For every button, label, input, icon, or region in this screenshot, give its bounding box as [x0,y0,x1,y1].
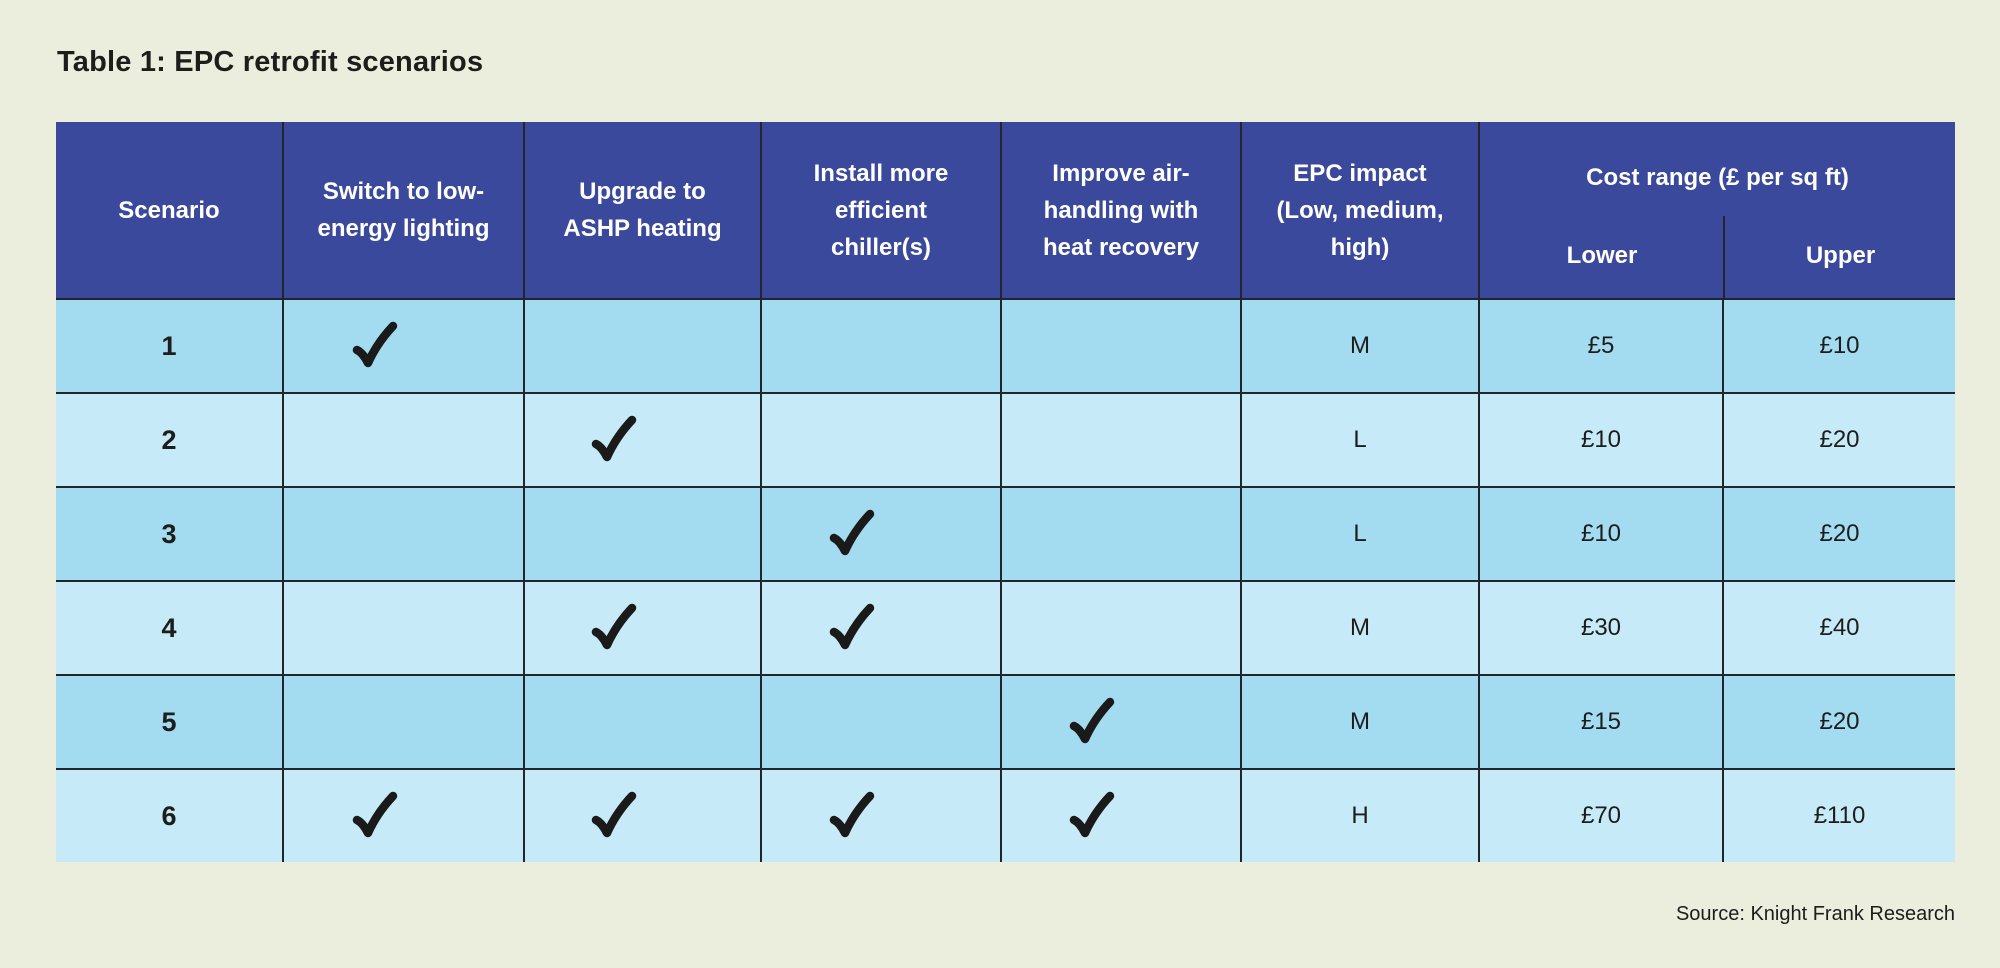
cell-scenario-number: 6 [161,800,177,831]
checkmark-icon [829,509,875,556]
cell-air-handling [1000,488,1240,580]
cell-ashp [523,300,760,392]
checkmark-icon [1069,697,1115,744]
header-cost-upper: Upper [1805,242,1876,269]
table-row: 6 H £70 £110 [56,768,1955,862]
cell-lighting [282,300,523,392]
table-header-row: Scenario Switch to low- energy lighting … [56,122,1955,298]
cell-epc-impact: L [1240,394,1478,486]
cell-scenario-number: 4 [161,612,177,643]
header-cost-range: Cost range (£ per sq ft) [1586,164,1849,191]
table-row: 4 M £30 £40 [56,580,1955,674]
cell-ashp [523,488,760,580]
header-scenario: Scenario [118,196,220,224]
cell-epc-impact: M [1240,300,1478,392]
source-attribution: Source: Knight Frank Research [1675,903,1955,925]
table-row: 2 L £10 £20 [56,392,1955,486]
header-chiller: Install more efficient chiller(s) [760,122,1000,298]
cell-epc-impact: L [1240,488,1478,580]
checkmark-icon [352,321,397,368]
cell-cost-lower: £10 [1478,488,1722,580]
cell-lighting [282,770,523,862]
cell-scenario-number: 2 [161,424,177,455]
cell-lighting [282,394,523,486]
cell-air-handling [1000,770,1240,862]
header-air-handling: Improve air- handling with heat recovery [1000,122,1240,298]
checkmark-icon [829,791,875,838]
cell-cost-upper: £20 [1722,488,1955,580]
cell-ashp [523,770,760,862]
epc-scenarios-table: Scenario Switch to low- energy lighting … [56,122,1955,862]
table-title: Table 1: EPC retrofit scenarios [57,46,484,78]
cell-cost-upper: £20 [1722,676,1955,768]
cell-scenario-number: 5 [161,706,177,737]
cell-ashp [523,582,760,674]
lower-upper-divider [1723,216,1725,298]
cell-air-handling [1000,394,1240,486]
checkmark-icon [591,791,636,838]
cell-epc-impact: H [1240,770,1478,862]
cell-epc-impact: M [1240,676,1478,768]
checkmark-icon [591,603,636,650]
cell-chiller [760,770,1000,862]
cell-chiller [760,582,1000,674]
cell-cost-lower: £10 [1478,394,1722,486]
cell-ashp [523,676,760,768]
cell-cost-lower: £30 [1478,582,1722,674]
cell-scenario-number: 1 [161,330,177,361]
cell-air-handling [1000,300,1240,392]
cell-cost-lower: £70 [1478,770,1722,862]
cell-air-handling [1000,582,1240,674]
cell-cost-lower: £15 [1478,676,1722,768]
cell-chiller [760,394,1000,486]
header-cost-subrow: Lower Upper [1480,234,1955,298]
header-epc-impact: EPC impact (Low, medium, high) [1240,122,1478,298]
cell-scenario-number: 3 [161,518,177,549]
table-row: 1 M £5 £10 [56,298,1955,392]
header-ashp: Upgrade to ASHP heating [523,122,760,298]
cell-lighting [282,488,523,580]
header-cost-range-group: Cost range (£ per sq ft) Lower Upper [1478,122,1955,298]
cell-chiller [760,300,1000,392]
table-body: 1 M £5 £10 2 [56,298,1955,862]
cell-cost-upper: £110 [1722,770,1955,862]
cell-chiller [760,676,1000,768]
table-row: 5 M £15 £20 [56,674,1955,768]
header-lighting: Switch to low- energy lighting [282,122,523,298]
cell-epc-impact: M [1240,582,1478,674]
cell-cost-upper: £10 [1722,300,1955,392]
checkmark-icon [829,603,875,650]
cell-cost-upper: £20 [1722,394,1955,486]
cell-cost-upper: £40 [1722,582,1955,674]
cell-lighting [282,676,523,768]
checkmark-icon [591,415,636,462]
cell-air-handling [1000,676,1240,768]
cell-cost-lower: £5 [1478,300,1722,392]
cell-ashp [523,394,760,486]
checkmark-icon [352,791,397,838]
table-row: 3 L £10 £20 [56,486,1955,580]
cell-chiller [760,488,1000,580]
checkmark-icon [1069,791,1115,838]
header-cost-lower: Lower [1566,242,1638,269]
cell-lighting [282,582,523,674]
